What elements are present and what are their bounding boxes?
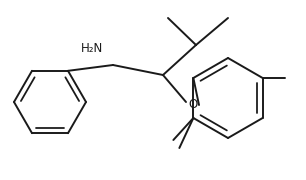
Text: H₂N: H₂N	[81, 42, 103, 55]
Text: O: O	[188, 98, 198, 111]
